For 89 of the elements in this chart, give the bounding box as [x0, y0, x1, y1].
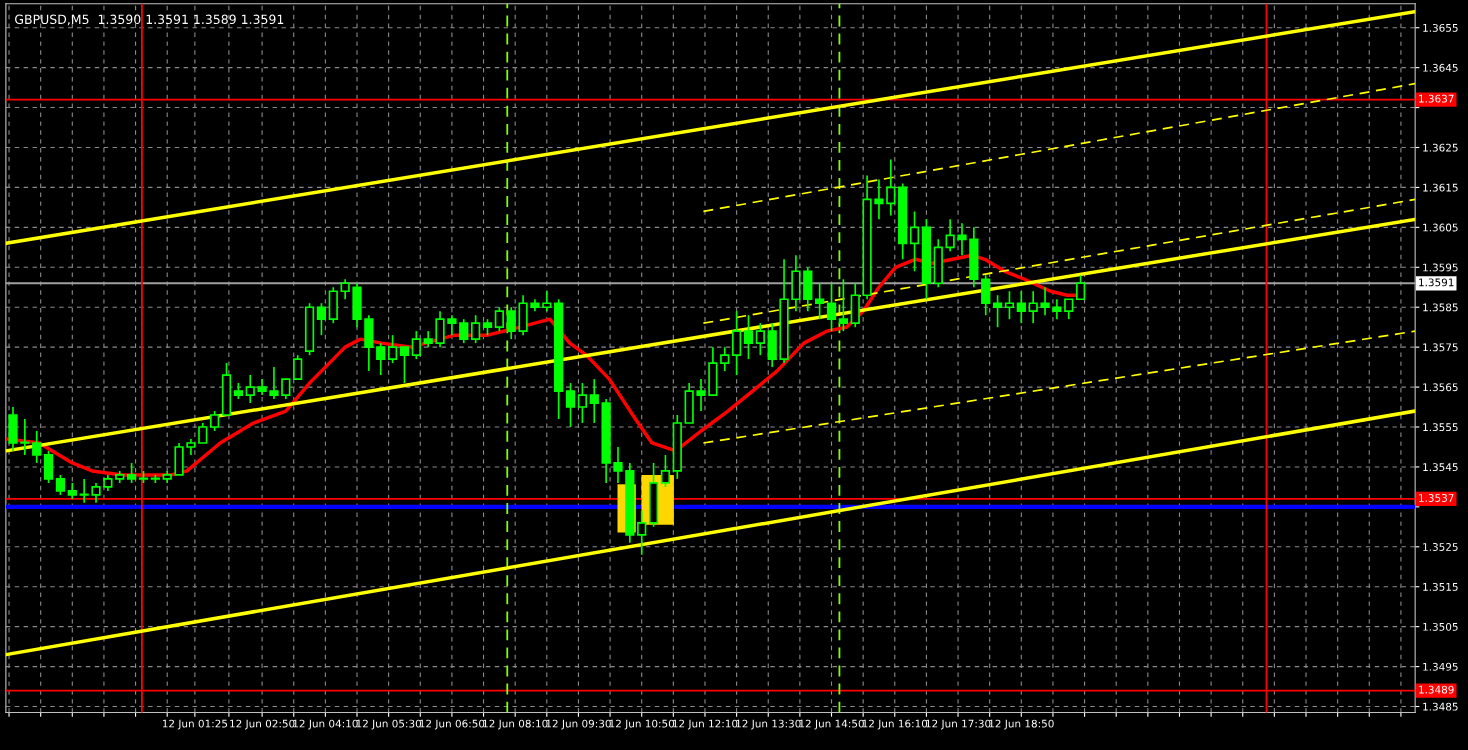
candlestick [340, 278, 350, 301]
y-tick-label: 1.3615 [1423, 183, 1458, 192]
candlestick [316, 302, 327, 337]
y-tick-label: 1.3495 [1423, 662, 1458, 671]
candlestick [91, 482, 101, 504]
y-tick-label: 1.3505 [1423, 622, 1458, 631]
candlestick [992, 294, 1003, 329]
candlestick [245, 374, 255, 404]
x-tick-label: 12 Jun 09:30 [546, 719, 611, 730]
candlestick [435, 310, 445, 348]
candlestick [281, 378, 291, 400]
x-tick-label: 12 Jun 14:50 [799, 719, 864, 730]
x-tick-label: 12 Jun 10:50 [609, 719, 675, 730]
candlestick [731, 310, 742, 376]
candlestick [79, 478, 89, 504]
candlestick [210, 410, 220, 432]
text: GBPUSD,M5 1.3590 1.3591 1.3589 1.3591 [15, 14, 284, 26]
x-tick-label: 12 Jun 18:50 [989, 719, 1054, 730]
candlestick [637, 510, 647, 556]
candlestick [909, 210, 920, 273]
candlestick [1028, 290, 1038, 325]
candlestick [565, 382, 576, 428]
y-tick-label: 1.3605 [1423, 223, 1458, 232]
candlestick [20, 418, 30, 456]
candlestick [387, 334, 398, 364]
y-tick-label: 1.3585 [1423, 303, 1458, 312]
candlestick [55, 474, 66, 496]
candlestick [376, 342, 386, 376]
candlestick [826, 282, 837, 333]
ref-line-label: 1.3637 [1419, 94, 1454, 103]
y-tick-label: 1.3545 [1423, 463, 1458, 472]
candlestick [43, 450, 54, 484]
x-tick-label: 12 Jun 17:30 [926, 719, 991, 730]
ref-line-label: 1.3537 [1419, 494, 1454, 502]
candlestick [459, 318, 469, 344]
candlestick [269, 366, 279, 400]
candlestick [589, 378, 599, 424]
y-tick-label: 1.3645 [1423, 63, 1458, 72]
x-tick-label: 12 Jun 02:50 [230, 719, 295, 730]
candlestick [399, 346, 410, 384]
y-tick-label: 1.3555 [1423, 423, 1458, 432]
y-tick-label: 1.3565 [1423, 383, 1458, 392]
x-tick-label: 12 Jun 04:10 [293, 719, 358, 730]
candlestick [981, 274, 991, 317]
y-tick-label: 1.3595 [1423, 263, 1458, 272]
candlestick [815, 282, 825, 321]
candlestick [743, 314, 754, 360]
candlestick [945, 218, 955, 253]
y-tick-label: 1.3625 [1423, 143, 1458, 152]
x-tick-label: 12 Jun 16:10 [862, 719, 928, 730]
candlestick [577, 382, 588, 424]
y-tick-label: 1.3575 [1423, 343, 1458, 352]
x-tick-label: 12 Jun 01:25 [162, 719, 228, 730]
candlestick [613, 446, 623, 484]
x-tick-label: 12 Jun 08:10 [483, 719, 548, 730]
x-tick-label: 12 Jun 05:30 [356, 719, 422, 730]
candlestick [447, 314, 457, 337]
candlestick [1052, 298, 1062, 321]
ref-line-label: 1.3489 [1419, 685, 1454, 694]
candlestick [32, 430, 42, 464]
candlestick [957, 222, 967, 257]
ref-line-label: 1.3591 [1419, 278, 1454, 287]
candlestick [696, 378, 706, 412]
candlestick [886, 158, 896, 217]
candlestick [1064, 298, 1074, 321]
candlestick [755, 322, 765, 356]
candlestick [411, 330, 421, 360]
candlestick [1040, 286, 1050, 317]
candlestick [471, 314, 481, 344]
candlestick [1075, 274, 1086, 301]
candlestick [660, 454, 671, 488]
y-tick-label: 1.3655 [1423, 23, 1458, 32]
x-tick-label: 12 Jun 12:10 [673, 719, 738, 730]
y-tick-label: 1.3515 [1423, 582, 1458, 591]
candlestick [874, 178, 884, 221]
candlestick [126, 462, 137, 484]
candlestick [838, 278, 849, 333]
candlestick [494, 306, 504, 333]
candlestick [542, 290, 552, 313]
candlestick [720, 346, 730, 372]
candlestick [198, 422, 208, 444]
y-tick-label: 1.3485 [1423, 702, 1458, 711]
candlestick [1016, 290, 1026, 325]
candlestick [293, 354, 303, 380]
x-tick-label: 12 Jun 13:30 [736, 719, 801, 730]
candlestick [1004, 290, 1015, 321]
x-tick-label: 12 Jun 06:50 [419, 719, 485, 730]
y-tick-label: 1.3525 [1423, 543, 1458, 551]
candlestick [506, 306, 516, 340]
